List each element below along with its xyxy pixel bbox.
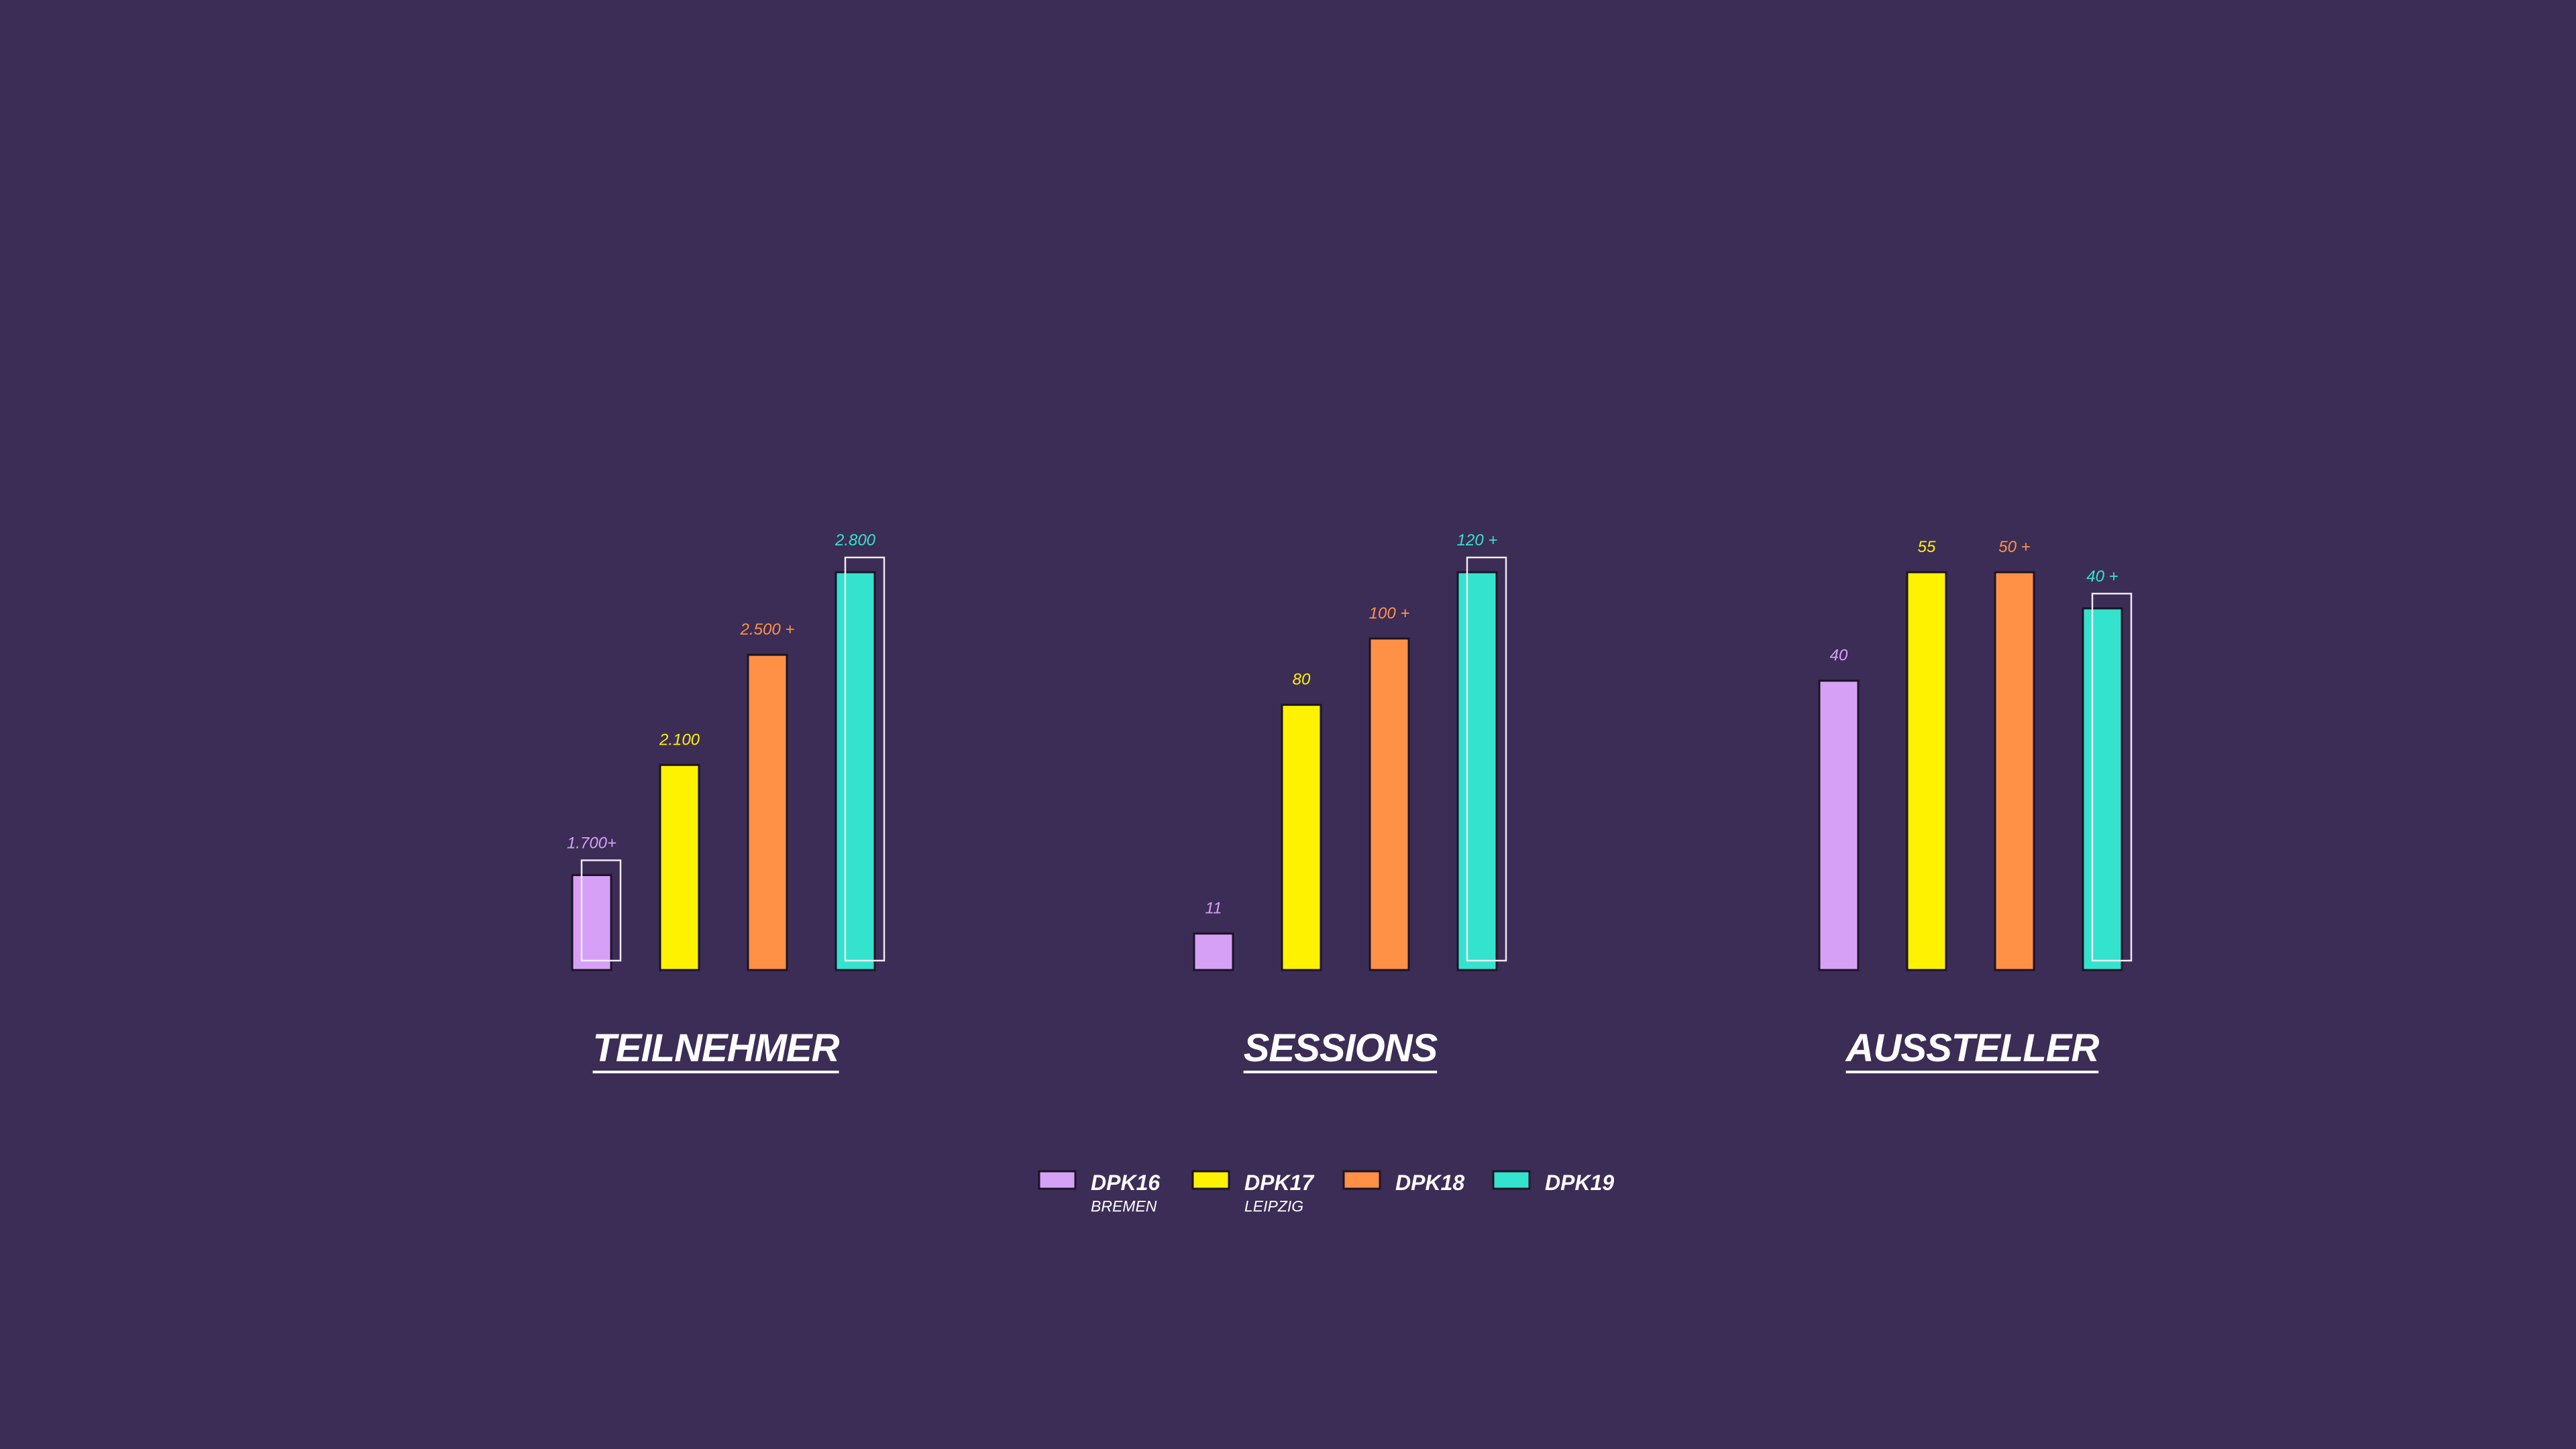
bar-teilnehmer-dpk17 [659,763,700,971]
value-label-sessions-dpk18: 100 + [1369,604,1410,623]
legend-item-dpk19: DPK19 [1492,1170,1614,1195]
bar-sessions-dpk18 [1368,637,1410,971]
value-label-sessions-dpk19: 120 + [1457,531,1498,549]
legend-swatch [1492,1170,1531,1190]
legend-swatch [1342,1170,1381,1190]
value-label-aussteller-dpk17: 55 [1918,538,1936,556]
bar-teilnehmer-dpk16 [571,873,612,971]
value-label-aussteller-dpk16: 40 [1830,647,1848,665]
value-label-sessions-dpk17: 80 [1293,671,1311,689]
bar-aussteller-dpk17 [1906,571,1947,971]
bar-outline-teilnehmer-dpk16 [580,859,622,962]
group-title-teilnehmer: TEILNEHMER [593,1026,840,1070]
bar-sessions-dpk19 [1456,571,1498,971]
bar-outline-teilnehmer-dpk19 [844,556,885,962]
group-title-aussteller: AUSSTELLER [1845,1026,2100,1070]
value-label-teilnehmer-dpk16: 1.700+ [567,834,616,852]
legend-swatch [1191,1170,1230,1190]
group-title-sessions: SESSIONS [1244,1026,1438,1070]
bar-aussteller-dpk19 [2082,607,2123,971]
legend-sublabel: BREMEN [1091,1197,1157,1215]
value-label-aussteller-dpk18: 50 + [1998,538,2030,556]
legend-item-dpk16: DPK16 BREMEN [1038,1170,1160,1215]
bar-aussteller-dpk16 [1818,680,1860,971]
value-label-teilnehmer-dpk17: 2.100 [659,731,700,749]
bar-outline-sessions-dpk19 [1466,556,1507,962]
bar-group-teilnehmer: 1.700+ 2.100 2.500 + 2.800 TEILNEHMER [567,531,885,1073]
bar-aussteller-dpk18 [1994,571,2035,971]
legend-item-dpk17: DPK17 LEIPZIG [1191,1170,1315,1215]
bar-teilnehmer-dpk19 [835,571,876,971]
bar-sessions-dpk16 [1193,932,1234,971]
legend-label: DPK16 [1091,1171,1160,1195]
bar-teilnehmer-dpk18 [747,653,788,971]
bar-group-sessions: 11 80 100 + 120 + SESSIONS [1193,531,1507,1073]
value-label-sessions-dpk16: 11 [1205,900,1222,918]
bar-group-aussteller: 40 55 50 + 40 + AUSSTELLER [1818,538,2133,1073]
bar-outline-aussteller-dpk19 [2091,592,2133,962]
legend-sublabel: LEIPZIG [1244,1197,1303,1215]
bar-sessions-dpk17 [1281,704,1322,971]
legend-label: DPK17 [1244,1171,1315,1195]
legend-item-dpk18: DPK18 [1342,1170,1464,1195]
legend-label: DPK19 [1545,1171,1614,1195]
bar-groups: 1.700+ 2.100 2.500 + 2.800 TEILNEHMER 11 80 100… [567,531,2133,1073]
legend-swatch [1038,1170,1077,1190]
value-label-teilnehmer-dpk18: 2.500 + [740,621,795,639]
legend: DPK16 BREMEN DPK17 LEIPZIG DPK18 DPK19 [1038,1170,1614,1215]
value-label-aussteller-dpk19: 40 + [2086,568,2118,586]
legend-label: DPK18 [1395,1171,1464,1195]
value-label-teilnehmer-dpk19: 2.800 [835,531,876,549]
